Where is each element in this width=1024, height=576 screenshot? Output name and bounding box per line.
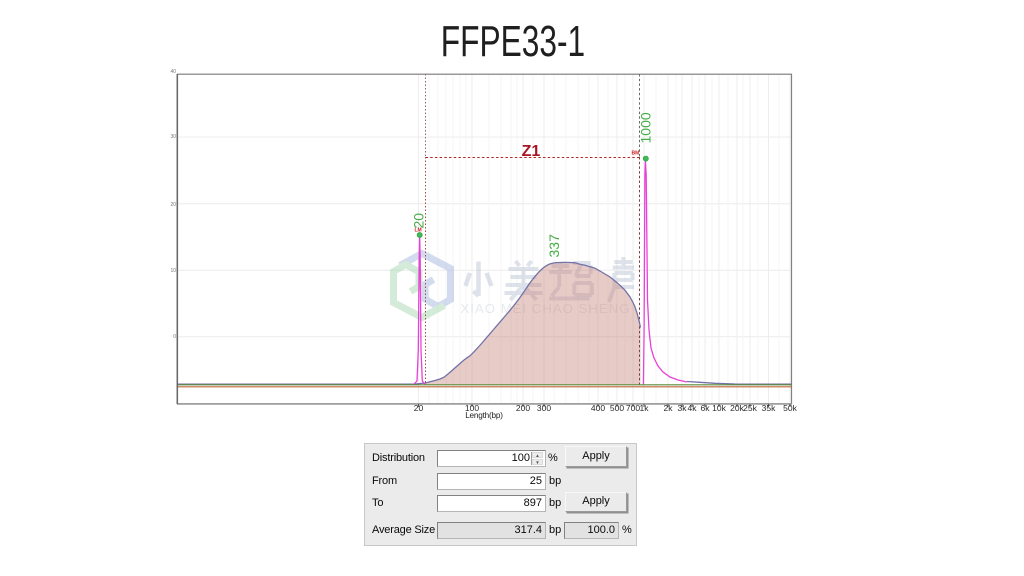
svg-text:337: 337 [546, 234, 562, 258]
svg-text:BM: BM [632, 151, 640, 157]
svg-text:20: 20 [170, 202, 176, 208]
svg-text:LM: LM [415, 228, 422, 234]
svg-text:20: 20 [410, 213, 426, 229]
svg-text:100: 100 [465, 403, 479, 413]
svg-text:500: 500 [610, 403, 624, 413]
svg-text:30: 30 [170, 134, 176, 140]
svg-text:Length(bp): Length(bp) [465, 411, 503, 420]
svg-text:40: 40 [170, 69, 176, 75]
svg-text:0: 0 [173, 334, 176, 340]
svg-text:25k: 25k [743, 403, 757, 413]
svg-text:6k: 6k [701, 403, 711, 413]
svg-text:50k: 50k [783, 403, 797, 413]
svg-text:20k: 20k [730, 403, 744, 413]
svg-text:3k: 3k [678, 403, 688, 413]
svg-text:4k: 4k [688, 403, 698, 413]
svg-text:300: 300 [537, 403, 551, 413]
svg-text:1000: 1000 [637, 112, 653, 143]
svg-text:35k: 35k [762, 403, 776, 413]
svg-text:2k: 2k [664, 403, 674, 413]
svg-text:20: 20 [414, 403, 424, 413]
svg-text:Z1: Z1 [522, 143, 541, 160]
svg-text:700: 700 [626, 403, 640, 413]
svg-text:1k: 1k [640, 403, 650, 413]
svg-text:10: 10 [170, 268, 176, 274]
svg-text:10k: 10k [712, 403, 726, 413]
svg-text:200: 200 [516, 403, 530, 413]
svg-text:XIAO MEI CHAO SHENG: XIAO MEI CHAO SHENG [461, 301, 631, 316]
svg-text:400: 400 [591, 403, 605, 413]
